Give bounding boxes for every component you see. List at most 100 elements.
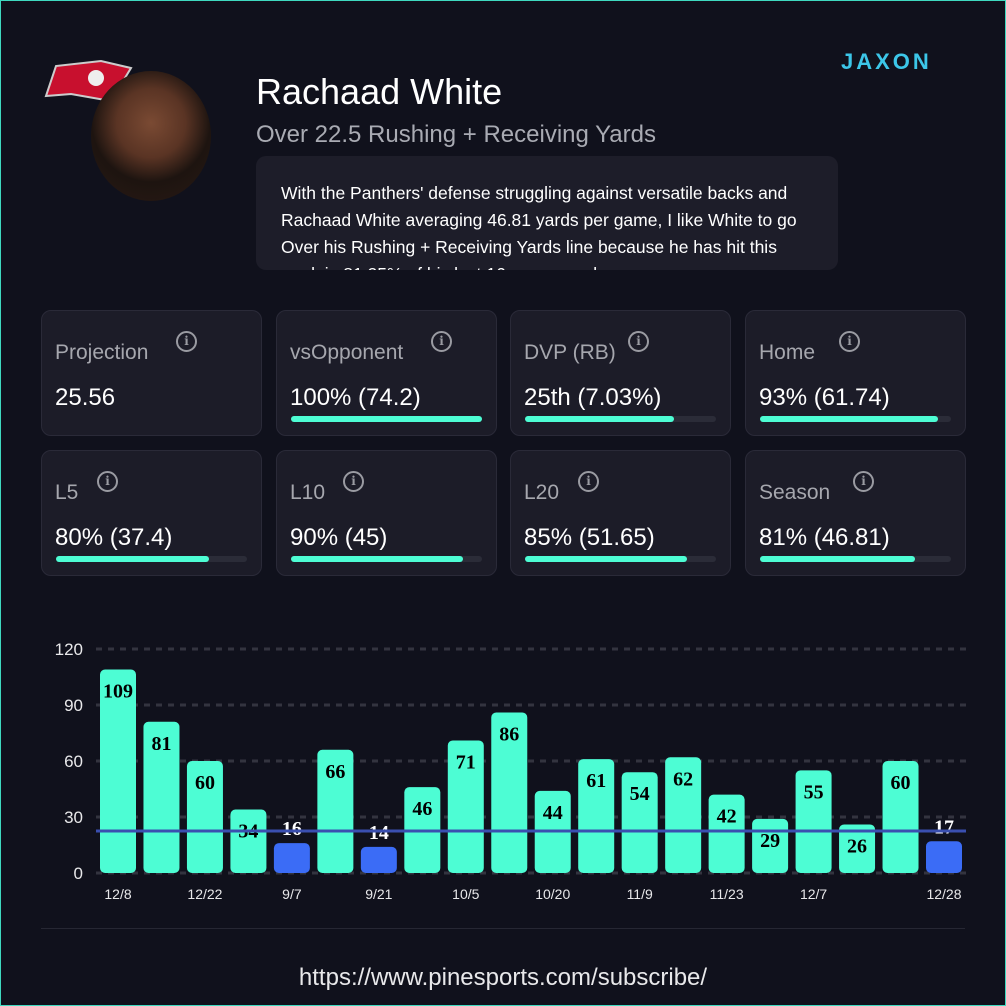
bar <box>143 721 180 873</box>
stat-label: L10 <box>290 481 326 504</box>
bar <box>708 794 745 873</box>
progress-track <box>525 416 716 422</box>
progress-track <box>291 416 482 422</box>
progress-track <box>760 416 951 422</box>
x-tick-label: 11/9 <box>627 886 653 902</box>
y-tick-label: 60 <box>64 752 83 771</box>
progress-fill <box>525 556 688 562</box>
x-tick-label: 10/5 <box>452 886 479 902</box>
bar <box>360 846 397 873</box>
stat-card: DVP (RB) i 25th (7.03%) <box>510 310 731 436</box>
y-tick-label: 90 <box>64 696 83 715</box>
bar-value-label: 109 <box>103 681 133 703</box>
prop-line: Over 22.5 Rushing + Receiving Yards <box>256 121 656 148</box>
x-tick-label: 12/28 <box>926 886 961 902</box>
bar-value-label: 81 <box>151 733 171 755</box>
bar-value-label: 29 <box>760 830 780 852</box>
bar-value-label: 71 <box>456 751 476 773</box>
x-tick-label: 11/23 <box>710 886 744 902</box>
bar-value-label: 55 <box>804 781 824 803</box>
bar-value-label: 44 <box>543 802 563 824</box>
bar <box>795 770 832 873</box>
stat-value: 100% (74.2) <box>290 384 421 411</box>
y-tick-label: 120 <box>55 640 83 659</box>
stat-card: Season i 81% (46.81) <box>745 450 966 576</box>
bar-value-label: 17 <box>934 816 954 838</box>
stat-card: Projection i 25.56 <box>41 310 262 436</box>
bar-value-label: 61 <box>586 770 606 792</box>
bar <box>447 740 484 873</box>
x-tick-label: 10/20 <box>535 886 570 902</box>
bar-value-label: 86 <box>499 723 519 745</box>
bar <box>491 712 528 873</box>
bar <box>578 759 615 873</box>
stat-label: Projection <box>55 341 149 364</box>
bar <box>665 757 702 873</box>
analysis-box[interactable]: With the Panthers' defense struggling ag… <box>256 156 838 270</box>
stat-value: 80% (37.4) <box>55 524 173 551</box>
stat-label: vsOpponent <box>290 341 404 364</box>
stat-value: 93% (61.74) <box>759 384 890 411</box>
bar <box>186 761 223 873</box>
bar-value-label: 46 <box>412 798 432 820</box>
x-tick-label: 12/22 <box>187 886 222 902</box>
bar <box>621 772 658 873</box>
progress-track <box>291 556 482 562</box>
progress-fill <box>291 416 482 422</box>
bar-value-label: 16 <box>282 818 302 840</box>
progress-track <box>760 556 951 562</box>
info-icon[interactable]: i <box>839 331 860 352</box>
stat-value: 25.56 <box>55 384 116 411</box>
divider <box>41 928 965 929</box>
stat-label: Home <box>759 341 816 364</box>
info-icon[interactable]: i <box>578 471 599 492</box>
progress-fill <box>525 416 674 422</box>
bar <box>926 841 962 873</box>
analysis-text: With the Panthers' defense struggling ag… <box>281 183 797 270</box>
progress-track <box>525 556 716 562</box>
info-icon[interactable]: i <box>853 471 874 492</box>
bar <box>882 761 919 873</box>
x-tick-label: 12/8 <box>104 886 131 902</box>
stat-label: DVP (RB) <box>524 341 616 364</box>
bar <box>839 824 876 873</box>
bar-value-label: 26 <box>847 835 867 857</box>
stat-label: L5 <box>55 481 79 504</box>
x-tick-label: 12/7 <box>800 886 827 902</box>
progress-fill <box>56 556 209 562</box>
player-photo <box>91 71 211 201</box>
bar-value-label: 54 <box>630 783 650 805</box>
stat-card: vsOpponent i 100% (74.2) <box>276 310 497 436</box>
brand-logo: JAXON <box>841 49 932 74</box>
stat-card: Home i 93% (61.74) <box>745 310 966 436</box>
bar <box>230 809 267 873</box>
stat-value: 90% (45) <box>290 524 388 551</box>
x-tick-label: 9/7 <box>282 886 302 902</box>
y-tick-label: 30 <box>64 808 83 827</box>
bar <box>273 843 310 873</box>
y-tick-label: 0 <box>74 864 83 883</box>
player-name: Rachaad White <box>256 71 503 112</box>
bar-value-label: 62 <box>673 768 693 790</box>
progress-fill <box>291 556 463 562</box>
stat-label: L20 <box>524 481 560 504</box>
stat-card: L20 i 85% (51.65) <box>510 450 731 576</box>
info-icon[interactable]: i <box>343 471 364 492</box>
info-icon[interactable]: i <box>431 331 452 352</box>
progress-fill <box>760 556 915 562</box>
progress-fill <box>760 416 938 422</box>
info-icon[interactable]: i <box>97 471 118 492</box>
progress-track <box>56 556 247 562</box>
info-icon[interactable]: i <box>628 331 649 352</box>
stat-value: 25th (7.03%) <box>524 384 662 411</box>
bar-value-label: 60 <box>195 772 215 794</box>
stat-card: L5 i 80% (37.4) <box>41 450 262 576</box>
subscribe-url[interactable]: https://www.pinesports.com/subscribe/ <box>298 964 708 991</box>
stat-card: L10 i 90% (45) <box>276 450 497 576</box>
info-icon[interactable]: i <box>176 331 197 352</box>
stat-value: 85% (51.65) <box>524 524 655 551</box>
stat-value: 81% (46.81) <box>759 524 890 551</box>
x-tick-label: 9/21 <box>365 886 392 902</box>
bar <box>317 749 354 873</box>
stat-label: Season <box>759 481 831 504</box>
